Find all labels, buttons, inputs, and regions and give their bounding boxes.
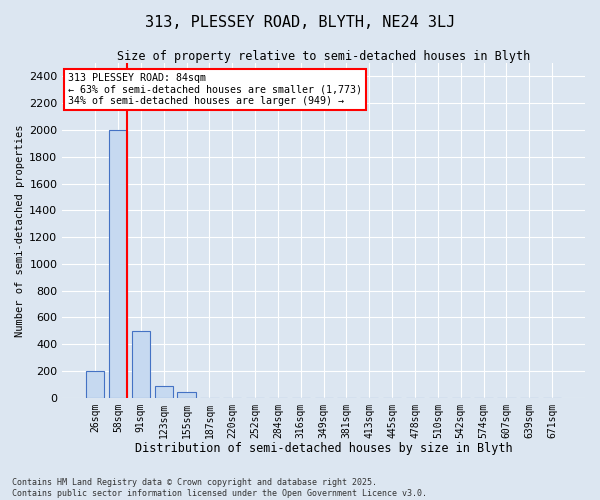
Bar <box>132 331 150 398</box>
Text: Contains HM Land Registry data © Crown copyright and database right 2025.
Contai: Contains HM Land Registry data © Crown c… <box>12 478 427 498</box>
Bar <box>109 130 127 398</box>
Title: Size of property relative to semi-detached houses in Blyth: Size of property relative to semi-detach… <box>117 50 530 63</box>
Text: 313 PLESSEY ROAD: 84sqm
← 63% of semi-detached houses are smaller (1,773)
34% of: 313 PLESSEY ROAD: 84sqm ← 63% of semi-de… <box>68 73 362 106</box>
Bar <box>86 371 104 398</box>
Y-axis label: Number of semi-detached properties: Number of semi-detached properties <box>15 124 25 336</box>
X-axis label: Distribution of semi-detached houses by size in Blyth: Distribution of semi-detached houses by … <box>135 442 512 455</box>
Text: 313, PLESSEY ROAD, BLYTH, NE24 3LJ: 313, PLESSEY ROAD, BLYTH, NE24 3LJ <box>145 15 455 30</box>
Bar <box>178 392 196 398</box>
Bar <box>155 386 173 398</box>
